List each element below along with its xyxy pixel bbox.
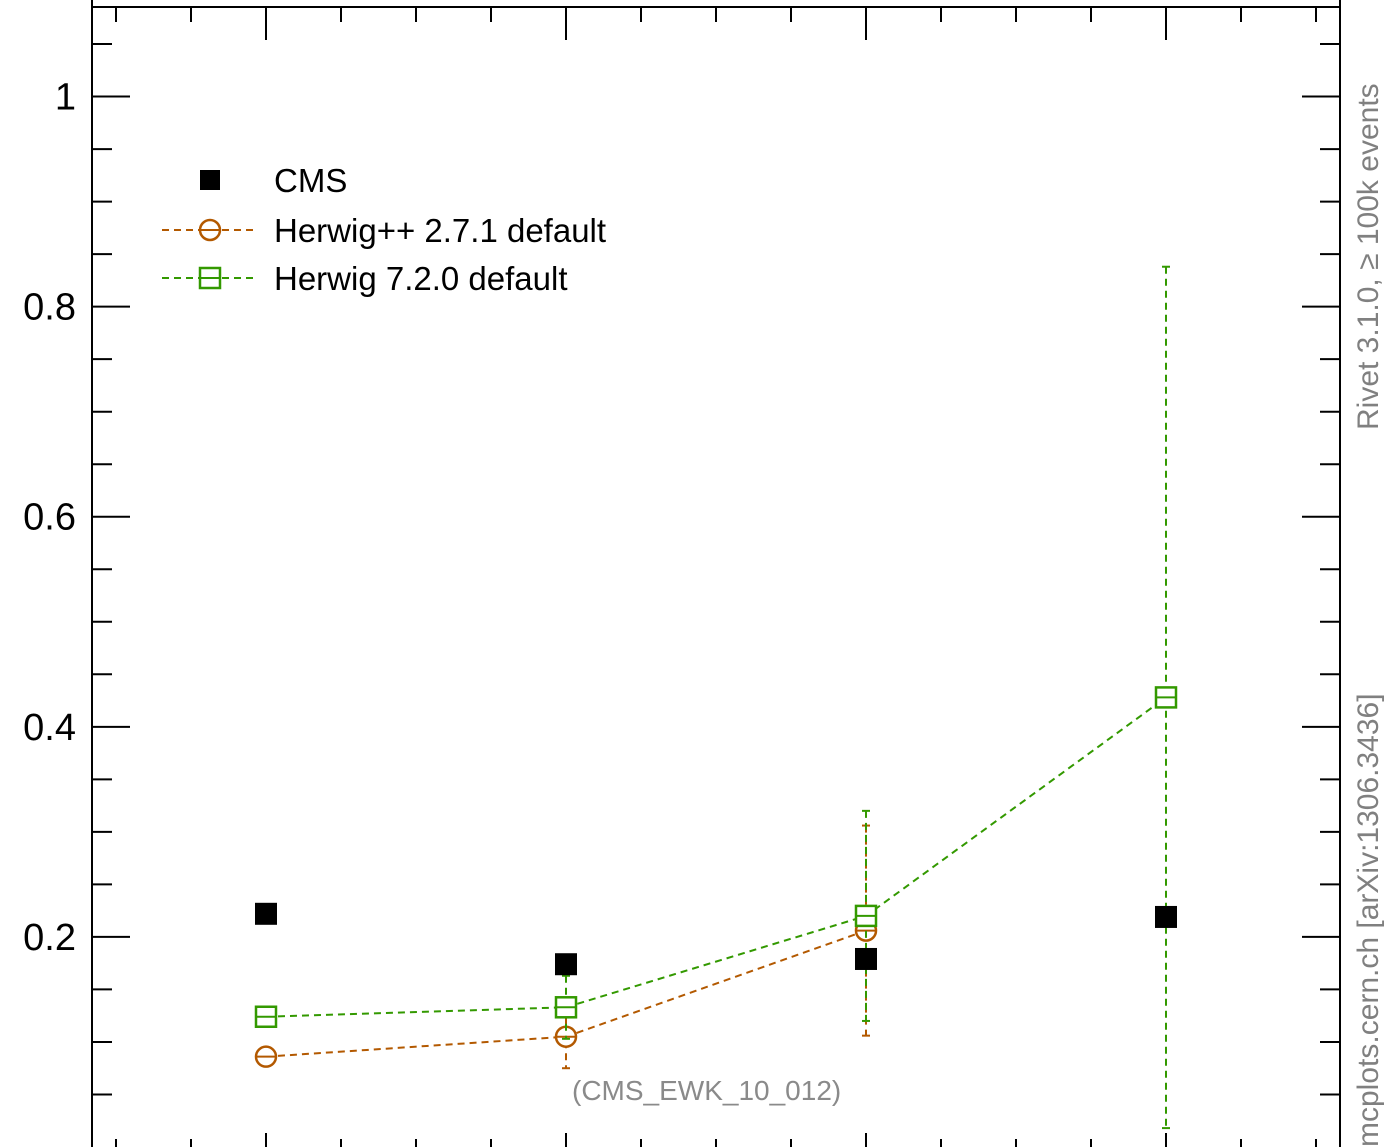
legend-label-herwigpp: Herwig++ 2.7.1 default — [274, 212, 606, 249]
y-tick-label: 0.4 — [23, 707, 76, 749]
data-point — [555, 953, 577, 976]
y-tick-labels: 0.2 0.4 0.6 0.8 1 — [23, 77, 76, 959]
series-herwigpp — [254, 824, 878, 1070]
data-point — [855, 947, 877, 970]
legend: CMS Herwig++ 2.7.1 default Herwig 7.2.0 de… — [162, 162, 606, 297]
y-tick-label: 0.2 — [23, 917, 76, 959]
y-tick-label: 0.8 — [23, 287, 76, 329]
series-cms — [255, 902, 1177, 976]
data-point — [255, 902, 277, 925]
series-herwig7 — [254, 265, 1178, 1130]
reference-annotation: (CMS_EWK_10_012) — [572, 1075, 841, 1106]
y-tick-label: 1 — [55, 77, 76, 119]
legend-label-herwig7: Herwig 7.2.0 default — [274, 260, 568, 297]
rivet-version-label: Rivet 3.1.0, ≥ 100k events — [1352, 83, 1385, 430]
series-line — [265, 696, 1167, 1018]
y-tick-label: 0.6 — [23, 497, 76, 539]
legend-marker-cms — [200, 170, 220, 190]
tick-marks — [92, 7, 1340, 1147]
data-point — [1155, 905, 1177, 928]
data-series — [254, 265, 1178, 1130]
legend-label-cms: CMS — [274, 162, 347, 199]
mcplots-label: mcplots.cern.ch [arXiv:1306.3436] — [1352, 693, 1385, 1147]
